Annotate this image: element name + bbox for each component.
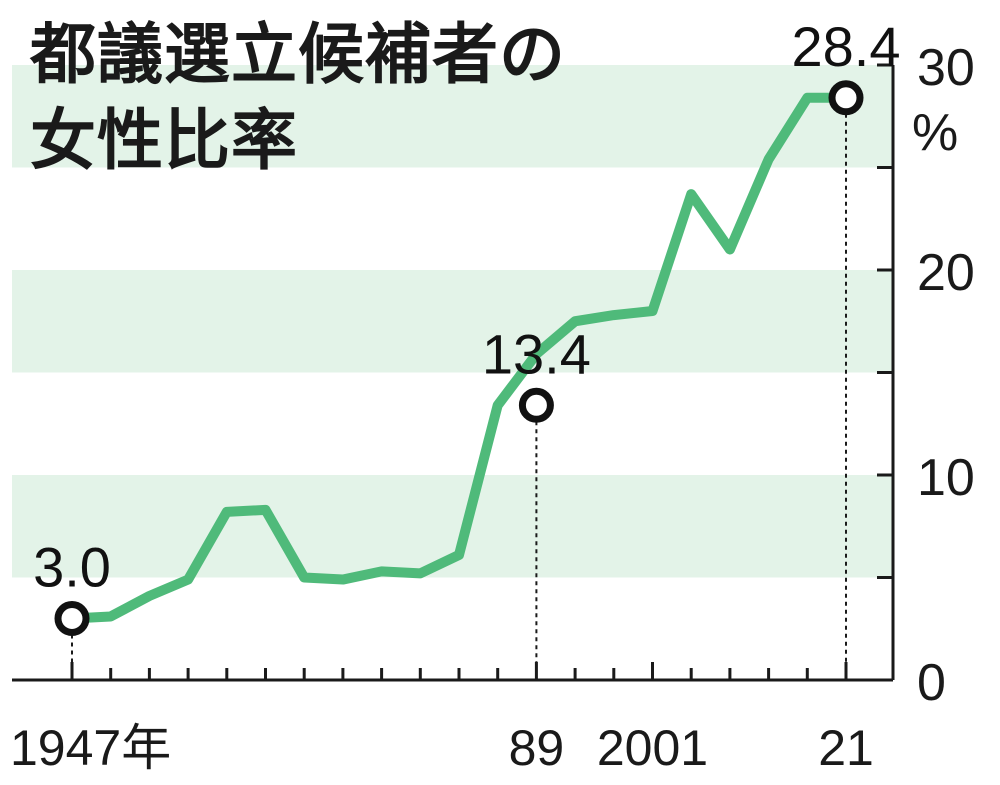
x-tick-label: 1947年 — [10, 720, 171, 776]
x-tick-label: 89 — [509, 720, 565, 776]
y-ticks: 0 10 20 30% — [877, 39, 975, 712]
y-tick-label: 0 — [917, 654, 946, 712]
data-point-marker — [518, 387, 554, 423]
series-line-path — [67, 92, 851, 624]
annotation-markers — [54, 80, 864, 636]
data-point-marker — [54, 601, 90, 636]
background-bands — [12, 65, 893, 578]
y-tick-label: 10 — [917, 449, 975, 507]
chart-title-line-2: 女性比率 — [30, 102, 298, 179]
x-tick-label: 21 — [818, 720, 874, 776]
data-label: 3.0 — [33, 536, 111, 599]
y-axis-unit: % — [912, 104, 958, 162]
x-ticks: 1947年 89 2001 21 — [10, 662, 874, 776]
labels: 3.0 13.4 28.4 — [33, 15, 900, 599]
y-tick-label: 20 — [917, 244, 975, 302]
y-tick-label: 30 — [917, 39, 975, 97]
chart-title-line-1: 都議選立候補者の — [30, 16, 566, 93]
x-tick-label: 2001 — [597, 720, 708, 776]
guide-lines — [71, 97, 847, 680]
data-label: 13.4 — [482, 322, 591, 385]
background-band-1 — [12, 270, 893, 373]
data-point-marker — [828, 80, 864, 116]
data-label: 28.4 — [792, 15, 901, 78]
background-band-2 — [12, 65, 893, 168]
series-line — [67, 92, 851, 624]
